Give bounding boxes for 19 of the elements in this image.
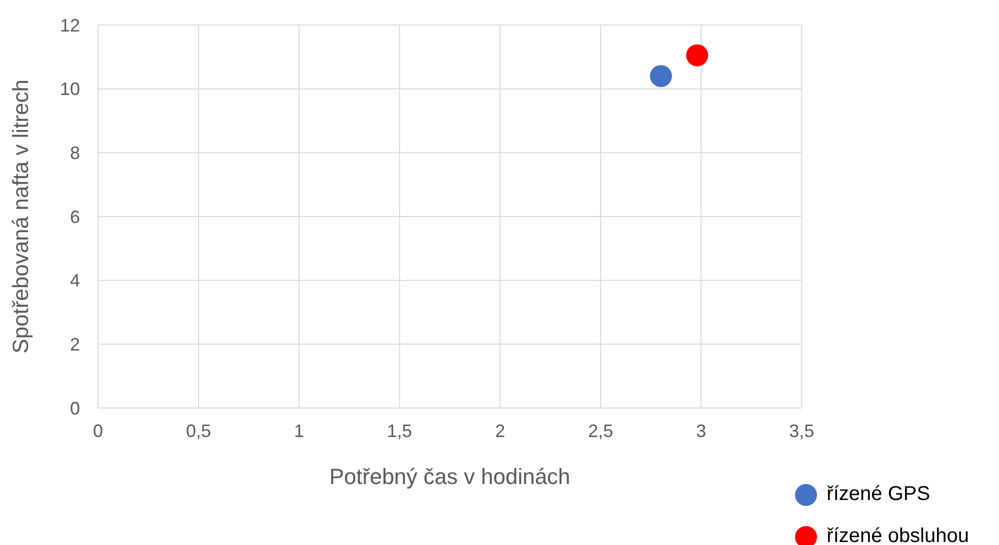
x-axis-title: Potřebný čas v hodinách — [329, 464, 570, 489]
x-tick-label: 0 — [92, 420, 104, 441]
legend-label: řízené obsluhou — [826, 525, 969, 545]
y-tick-label: 4 — [70, 270, 80, 291]
y-tick-label: 6 — [70, 206, 80, 227]
x-tick-label: 3,5 — [789, 420, 814, 441]
x-tick-label: 3 — [696, 420, 706, 441]
y-tick-label: 0 — [70, 398, 80, 418]
x-tick-label: 2,5 — [588, 420, 614, 441]
x-tick-label: 1 — [294, 420, 304, 441]
x-tick-label: 1,5 — [387, 420, 412, 441]
y-tick-label: 2 — [70, 334, 80, 355]
x-tick-label: 0,5 — [186, 420, 212, 441]
x-tick-label: 2 — [495, 420, 506, 441]
y-tick-label: 12 — [60, 15, 80, 36]
y-tick-label: 10 — [60, 79, 80, 100]
y-tick-label: 8 — [70, 143, 80, 164]
legend-label: řízené GPS — [826, 483, 930, 505]
y-axis-title: Spotřebovaná nafta v litrech — [8, 80, 33, 354]
